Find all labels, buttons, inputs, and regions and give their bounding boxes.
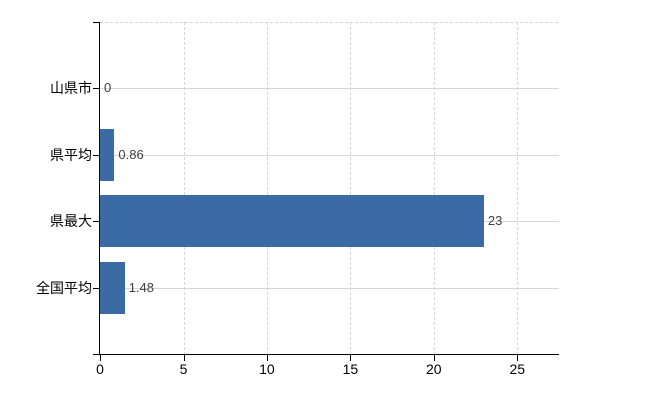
gridline-vertical <box>433 22 435 354</box>
x-tick-label: 10 <box>259 361 275 377</box>
x-axis-tick-mark <box>517 354 519 361</box>
category-label: 県平均 <box>50 146 92 163</box>
y-axis-tick-mark <box>93 221 100 223</box>
plot-top-gridline <box>100 22 559 23</box>
x-axis-tick-mark <box>183 354 185 361</box>
category-label: 県最大 <box>50 213 92 230</box>
category-label: 全国平均 <box>36 279 92 296</box>
gridline-vertical <box>183 22 185 354</box>
x-tick-label: 5 <box>179 361 188 377</box>
category-label: 山県市 <box>50 80 92 97</box>
y-axis-tick-mark <box>93 154 100 156</box>
gridline-horizontal <box>100 154 559 156</box>
bar <box>100 128 115 181</box>
gridline-horizontal <box>100 287 559 289</box>
value-label: 23 <box>487 213 503 229</box>
bar <box>100 195 484 248</box>
gridline-vertical <box>517 22 519 354</box>
value-label: 1.48 <box>128 279 154 295</box>
gridline-vertical <box>350 22 352 354</box>
x-tick-label: 20 <box>426 361 442 377</box>
x-axis-tick-mark <box>100 354 101 361</box>
x-axis-tick-mark <box>350 354 352 361</box>
x-axis-tick-mark <box>266 354 268 361</box>
y-axis-tick-mark <box>93 88 100 90</box>
x-tick-label: 25 <box>509 361 526 377</box>
x-axis-tick-labels: 0 5 10 15 20 25 <box>96 361 560 379</box>
value-label: 0.86 <box>118 146 144 162</box>
x-axis-tick-mark <box>433 354 435 361</box>
gridline-vertical <box>266 22 268 354</box>
x-tick-label: 0 <box>96 361 104 377</box>
y-axis-tick-mark <box>93 287 100 289</box>
gridline-horizontal <box>100 88 559 90</box>
x-axis-left-overhang <box>93 354 100 355</box>
plot-area: 0 0.86 23 1.48 <box>93 22 559 361</box>
x-tick-label: 15 <box>342 361 359 377</box>
y-axis-category-labels: 山県市県平均県最大全国平均 <box>0 22 92 355</box>
value-label: 0 <box>104 80 112 96</box>
y-axis-top-tick-mark <box>93 22 100 23</box>
bar <box>100 261 125 314</box>
